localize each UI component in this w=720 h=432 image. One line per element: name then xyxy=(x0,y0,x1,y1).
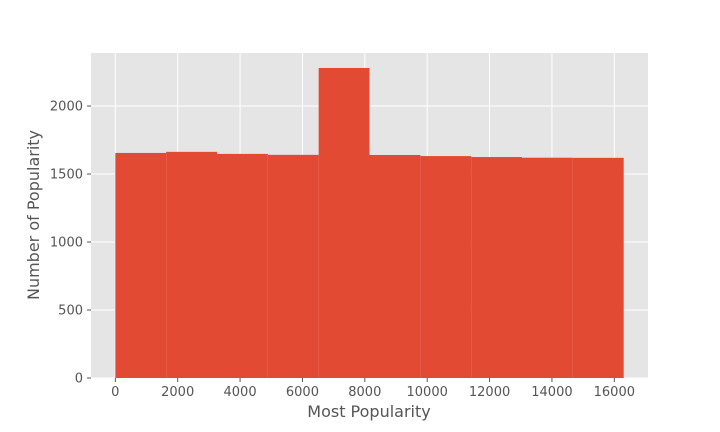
y-axis-ticks: 0 500 1000 1500 2000 xyxy=(50,100,91,387)
histogram-bar xyxy=(216,153,268,378)
y-axis-label: Number of Popularity xyxy=(24,130,43,300)
x-tick-label: 12000 xyxy=(469,385,510,400)
x-axis-ticks: 0 2000 4000 6000 8000 10000 12000 14000 16000 xyxy=(111,378,635,400)
x-tick-label: 4000 xyxy=(224,385,257,400)
histogram-bar xyxy=(166,151,217,378)
histogram-bar xyxy=(522,157,573,378)
histogram-bar xyxy=(267,154,319,378)
x-tick-label: 6000 xyxy=(286,385,319,400)
y-tick-label: 0 xyxy=(75,372,83,387)
x-tick-label: 16000 xyxy=(594,385,635,400)
x-tick-label: 2000 xyxy=(161,385,194,400)
y-tick-label: 1000 xyxy=(50,236,83,251)
x-tick-label: 14000 xyxy=(531,385,572,400)
histogram-bar xyxy=(471,157,523,378)
histogram-bar xyxy=(369,154,421,378)
histogram-bar xyxy=(420,156,472,378)
x-tick-label: 8000 xyxy=(348,385,381,400)
y-tick-label: 1500 xyxy=(50,168,83,183)
x-axis-label: Most Popularity xyxy=(307,402,430,421)
y-tick-label: 500 xyxy=(58,304,83,319)
x-tick-label: 0 xyxy=(111,385,119,400)
histogram-bar xyxy=(115,152,167,378)
x-tick-label: 10000 xyxy=(407,385,448,400)
histogram-bar xyxy=(318,67,370,378)
bars xyxy=(115,67,624,378)
y-tick-label: 2000 xyxy=(50,100,83,115)
histogram-bar xyxy=(572,157,624,378)
